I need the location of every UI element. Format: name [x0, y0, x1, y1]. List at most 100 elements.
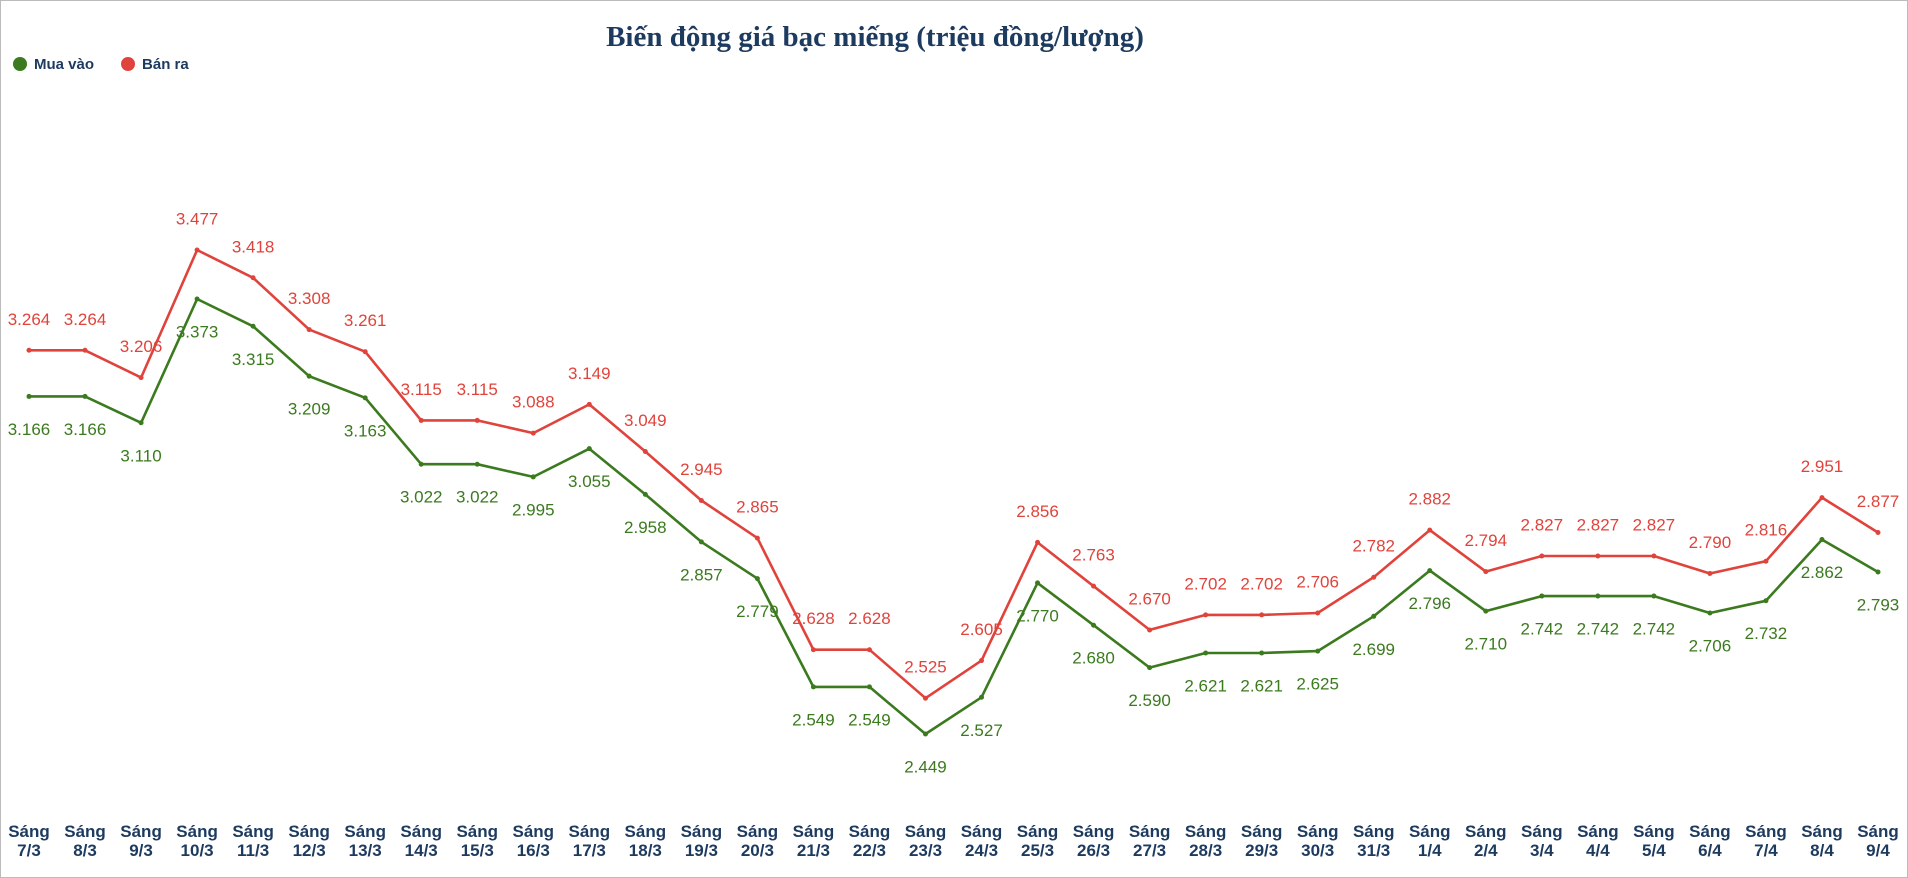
data-label: 2.995	[512, 500, 555, 519]
point	[1651, 593, 1657, 599]
data-label: 3.049	[624, 411, 667, 430]
point	[922, 731, 928, 737]
x-tick-label: Sáng 22/3	[848, 822, 891, 860]
data-label: 2.862	[1801, 563, 1844, 582]
data-label: 2.449	[904, 757, 947, 776]
point	[1371, 613, 1377, 619]
point	[1091, 622, 1097, 628]
point	[530, 430, 536, 436]
x-tick-label: Sáng 2/4	[1465, 822, 1507, 860]
point	[979, 694, 985, 700]
data-label: 2.793	[1857, 596, 1900, 615]
data-label: 3.110	[120, 446, 161, 465]
point	[1875, 569, 1881, 575]
data-label: 2.628	[792, 609, 835, 628]
data-label: 2.699	[1352, 640, 1395, 659]
data-label: 2.827	[1633, 516, 1676, 535]
data-label: 2.527	[960, 721, 1003, 740]
x-tick-label: Sáng 1/4	[1408, 822, 1451, 860]
point	[754, 576, 760, 582]
point	[698, 497, 704, 503]
data-label: 2.742	[1633, 620, 1676, 639]
data-label: 2.827	[1521, 516, 1564, 535]
data-label: 2.625	[1296, 675, 1339, 694]
point	[642, 449, 648, 455]
data-label: 2.865	[736, 498, 779, 517]
point	[138, 375, 144, 381]
x-tick-label: Sáng 9/3	[120, 822, 162, 860]
point	[586, 446, 592, 452]
point	[1819, 495, 1825, 501]
x-tick-label: Sáng 6/4	[1689, 822, 1731, 860]
x-tick-label: Sáng 31/3	[1352, 822, 1395, 860]
point	[1315, 610, 1321, 616]
data-label: 2.742	[1577, 620, 1620, 639]
point	[1203, 612, 1209, 618]
legend-marker	[13, 57, 27, 71]
point	[1539, 593, 1545, 599]
data-label: 2.857	[680, 565, 723, 584]
data-label: 2.621	[1184, 677, 1227, 696]
data-label: 2.549	[848, 710, 891, 729]
data-label: 2.770	[1016, 606, 1059, 625]
data-label: 2.628	[848, 609, 891, 628]
data-label: 2.827	[1577, 516, 1620, 535]
x-tick-label: Sáng 23/3	[904, 822, 947, 860]
point	[362, 395, 368, 401]
point	[194, 247, 200, 253]
data-label: 2.710	[1465, 635, 1508, 654]
point	[1259, 612, 1265, 618]
data-label: 3.163	[344, 421, 387, 440]
x-tick-label: Sáng 5/4	[1633, 822, 1675, 860]
series-line	[29, 297, 1879, 736]
data-label: 2.945	[680, 460, 723, 479]
series-line	[29, 248, 1879, 700]
data-label: 2.549	[792, 710, 835, 729]
chart-title: Biến động giá bạc miếng (triệu đồng/lượn…	[606, 21, 1144, 53]
x-tick-label: Sáng 15/3	[456, 822, 499, 860]
data-label: 2.525	[904, 658, 947, 677]
data-label: 2.680	[1072, 649, 1115, 668]
data-label: 2.742	[1521, 620, 1564, 639]
point	[306, 373, 312, 379]
data-label: 3.209	[288, 400, 331, 419]
point	[418, 417, 424, 423]
point	[866, 647, 872, 653]
data-label: 2.621	[1240, 677, 1283, 696]
point	[1147, 627, 1153, 633]
data-label: 3.477	[176, 209, 219, 228]
point	[1427, 527, 1433, 533]
data-label: 2.702	[1184, 574, 1227, 593]
point	[810, 684, 816, 690]
point	[1483, 608, 1489, 614]
x-tick-label: Sáng 30/3	[1296, 822, 1339, 860]
x-tick-label: Sáng 16/3	[512, 822, 555, 860]
data-label: 2.605	[960, 620, 1003, 639]
x-tick-label: Sáng 3/4	[1521, 822, 1563, 860]
data-label: 3.088	[512, 393, 555, 412]
data-label: 2.763	[1072, 546, 1115, 565]
x-tick-label: Sáng 10/3	[176, 822, 218, 860]
data-label: 3.315	[232, 350, 275, 369]
data-label: 2.790	[1689, 533, 1732, 552]
data-label: 3.022	[400, 488, 443, 507]
data-label: 3.115	[457, 380, 498, 399]
legend-label: Mua vào	[34, 56, 94, 73]
x-tick-label: Sáng 11/3	[232, 822, 274, 860]
x-tick-label: Sáng 8/3	[64, 822, 106, 860]
point	[979, 658, 985, 664]
point	[474, 461, 480, 467]
point	[82, 347, 88, 353]
point	[1651, 553, 1657, 559]
point	[1763, 558, 1769, 564]
data-label: 2.796	[1408, 594, 1451, 613]
x-tick-label: Sáng 7/3	[8, 822, 50, 860]
data-label: 2.816	[1745, 521, 1788, 540]
point	[810, 647, 816, 653]
data-label: 2.882	[1408, 490, 1451, 509]
point	[82, 393, 88, 399]
data-label: 2.958	[624, 518, 667, 537]
x-tick-label: Sáng 21/3	[792, 822, 835, 860]
point	[1091, 583, 1097, 589]
